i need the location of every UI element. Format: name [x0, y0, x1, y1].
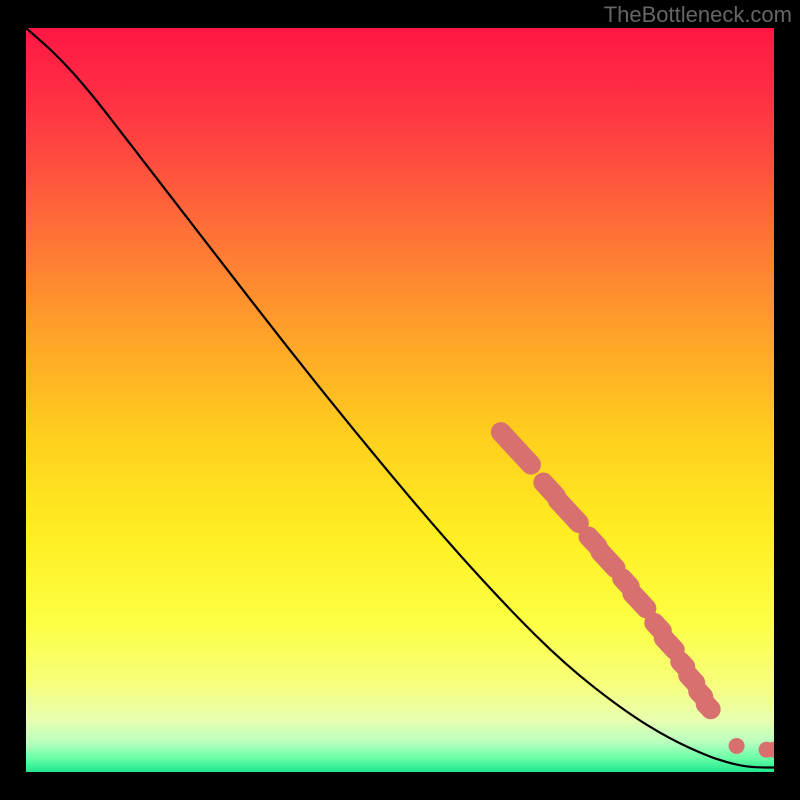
- watermark-text: TheBottleneck.com: [604, 2, 792, 28]
- data-marker: [706, 704, 711, 709]
- chart-plot-area: [26, 28, 774, 772]
- data-marker: [729, 738, 745, 754]
- data-marker: [600, 552, 615, 568]
- data-marker: [558, 500, 579, 523]
- chart-curve-layer: [26, 28, 774, 772]
- data-marker: [501, 432, 531, 465]
- data-marker: [688, 675, 695, 683]
- curve-line: [26, 28, 774, 768]
- data-marker: [632, 593, 646, 608]
- data-marker: [664, 638, 675, 650]
